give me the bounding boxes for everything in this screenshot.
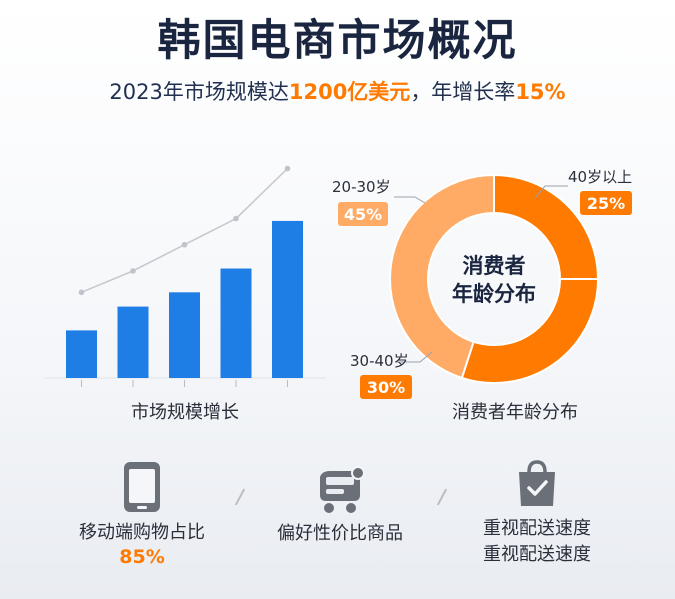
- growth-rate-value: 15%: [515, 80, 566, 104]
- bar-chart-caption: 市场规模增长: [131, 402, 239, 423]
- trend-point-4: [233, 215, 239, 222]
- slice-value-label: 45%: [344, 205, 382, 224]
- feature-value-goods: 偏好性价比商品: [240, 465, 440, 547]
- feature-delivery-label: 重视配送速度: [483, 518, 591, 539]
- donut-center-label: 消费者: [463, 254, 526, 278]
- slice-label: 40岁以上: [568, 168, 632, 186]
- feature-mobile-label: 移动端购物占比: [79, 522, 205, 543]
- slice-value-badge: [580, 191, 632, 215]
- feature-delivery: 重视配送速度 重视配送速度: [437, 458, 637, 568]
- bar-2: [117, 306, 149, 378]
- feature-delivery-label-2: 重视配送速度: [483, 544, 591, 565]
- slice-label: 30-40岁: [350, 352, 409, 370]
- trend-line: [81, 167, 289, 294]
- slice-value-label: 30%: [367, 378, 405, 397]
- leader-line: [534, 185, 568, 199]
- market-size-value: 1200亿美元: [288, 80, 411, 104]
- feature-value-goods-label: 偏好性价比商品: [277, 523, 403, 544]
- trend-point-2: [130, 268, 136, 274]
- trend-point-5: [284, 165, 291, 172]
- bar-1: [66, 330, 97, 378]
- page-title: 韩国电商市场概况: [157, 16, 518, 66]
- donut-chart-caption: 消费者年龄分布: [452, 402, 578, 423]
- bar-4: [220, 268, 252, 378]
- bar-5: [272, 220, 303, 378]
- leader-line: [394, 196, 426, 204]
- subtitle-prefix: 2023年市场规模达: [109, 80, 289, 104]
- trend-point-1: [78, 289, 85, 296]
- slice-value-badge: [360, 375, 412, 399]
- slice-value-label: 25%: [587, 194, 625, 213]
- slice-label: 20-30岁: [332, 178, 391, 196]
- donut-center-label: 年龄分布: [452, 282, 536, 306]
- feature-mobile: 移动端购物占比 85%: [42, 460, 242, 568]
- donut-slice-3: [389, 173, 495, 380]
- slice-value-badge: [338, 202, 388, 226]
- bar-chart: [44, 165, 326, 387]
- feature-mobile-value: 85%: [119, 546, 165, 568]
- donut-slice-2: [460, 278, 600, 384]
- trend-point-3: [181, 241, 188, 248]
- subtitle-mid: ，年增长率: [410, 80, 516, 104]
- donut-chart: 消费者年龄分布 40岁以上 25% 30-40岁 30% 20-30岁 45%: [332, 168, 632, 399]
- bar-3: [169, 292, 200, 378]
- leader-line: [395, 351, 433, 363]
- smartphone-icon: [124, 462, 160, 512]
- shopping-bag-check-icon: [519, 460, 555, 506]
- shopping-cart-icon: [320, 466, 365, 513]
- page-subtitle: 2023年市场规模达1200亿美元，年增长率15%: [0, 76, 675, 106]
